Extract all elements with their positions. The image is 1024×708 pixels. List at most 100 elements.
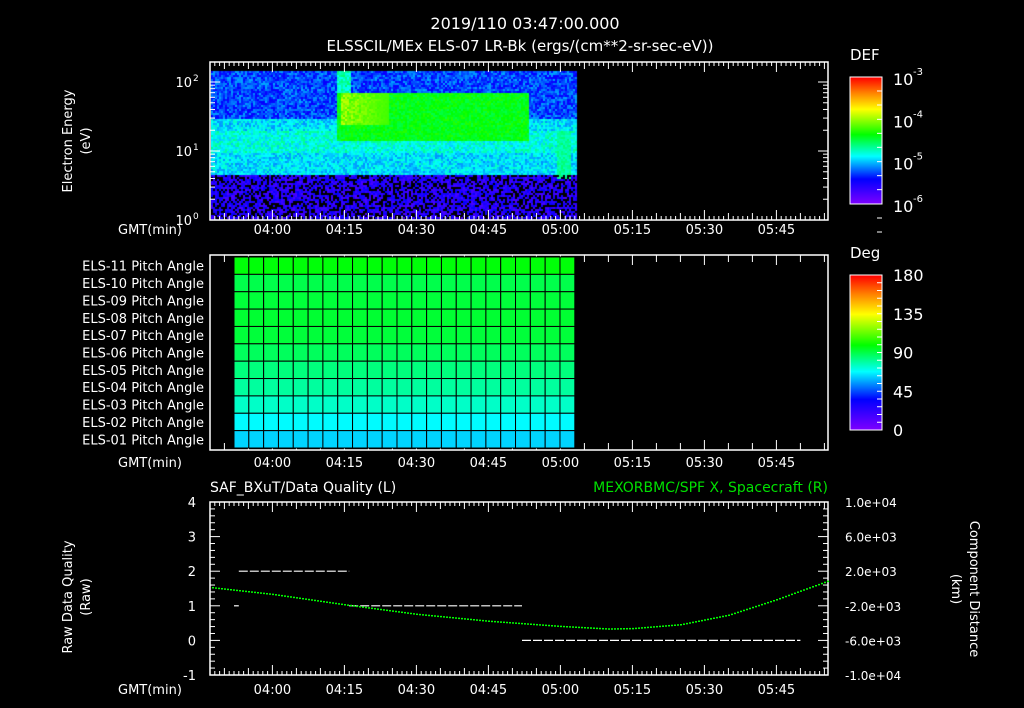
pitch-cell bbox=[248, 256, 265, 275]
spf-x-point bbox=[812, 586, 814, 588]
deg-colorbar-strip bbox=[850, 381, 882, 383]
spf-x-point bbox=[743, 609, 745, 612]
spf-x-point bbox=[473, 619, 475, 621]
pitch-cell bbox=[337, 430, 354, 449]
spf-x-point bbox=[425, 614, 427, 616]
deg-colorbar-strip bbox=[850, 377, 882, 379]
spf-x-point bbox=[218, 587, 220, 590]
spf-x-point bbox=[428, 614, 430, 617]
def-colorbar-strip bbox=[850, 169, 882, 171]
def-colorbar-strip bbox=[850, 131, 882, 133]
def-colorbar-strip bbox=[850, 149, 882, 151]
spf-x-point bbox=[785, 595, 787, 598]
spf-x-point bbox=[815, 584, 817, 587]
def-colorbar-strip bbox=[850, 132, 882, 134]
deg-colorbar-strip bbox=[850, 367, 882, 369]
pitch-cell bbox=[292, 430, 309, 449]
pitch-row-label: ELS-07 Pitch Angle bbox=[82, 329, 204, 344]
spf-x-point bbox=[488, 620, 490, 622]
pitch-cell bbox=[500, 256, 517, 275]
spf-x-point bbox=[317, 600, 319, 602]
def-colorbar-strip bbox=[850, 142, 882, 144]
energy-tick-label: 10 bbox=[175, 76, 192, 91]
spf-x-point bbox=[224, 588, 226, 590]
def-colorbar-strip bbox=[850, 188, 882, 190]
spf-x-point bbox=[644, 626, 646, 629]
def-colorbar-exponent: -4 bbox=[913, 109, 923, 120]
pitch-cell bbox=[470, 343, 487, 362]
pitch-cell bbox=[277, 291, 294, 310]
spf-x-point bbox=[794, 592, 796, 595]
spf-x-point bbox=[551, 625, 553, 627]
spf-x-point bbox=[524, 623, 526, 625]
spf-x-point bbox=[482, 619, 484, 622]
def-colorbar-strip bbox=[850, 171, 882, 173]
spectrogram-title: ELSSCIL/MEx ELS-07 LR-Bk (ergs/(cm**2-sr… bbox=[326, 37, 713, 55]
def-colorbar-strip bbox=[850, 160, 882, 162]
spf-x-point bbox=[683, 623, 685, 625]
def-colorbar-strip bbox=[850, 121, 882, 123]
def-colorbar-strip bbox=[850, 84, 882, 86]
time-tick-label: 05:45 bbox=[758, 456, 795, 471]
deg-colorbar-strip bbox=[850, 373, 882, 375]
spf-x-point bbox=[686, 622, 688, 625]
pitch-cell bbox=[411, 325, 428, 345]
spf-x-point bbox=[557, 625, 559, 627]
pitch-cell bbox=[426, 308, 442, 327]
pitch-cell bbox=[485, 343, 502, 362]
spf-x-point bbox=[653, 626, 655, 628]
energy-tick-exponent: 1 bbox=[193, 143, 199, 153]
def-colorbar-strip bbox=[850, 166, 882, 168]
pitch-cell bbox=[455, 360, 472, 380]
spf-x-point bbox=[257, 591, 259, 594]
spf-x-point bbox=[440, 615, 442, 618]
def-colorbar-strip bbox=[850, 113, 882, 115]
pitch-cell bbox=[307, 291, 324, 310]
deg-colorbar-strip bbox=[850, 300, 882, 302]
distance-tick-label: -2.0e+03 bbox=[845, 600, 901, 614]
pitch-cell bbox=[381, 273, 398, 293]
def-colorbar-strip bbox=[850, 135, 882, 137]
time-tick-label: 04:30 bbox=[398, 683, 435, 698]
deg-colorbar-strip bbox=[850, 331, 882, 333]
pitch-cell bbox=[263, 430, 279, 449]
def-colorbar-strip bbox=[850, 140, 882, 142]
pitch-cell bbox=[529, 412, 546, 432]
spf-x-point bbox=[326, 601, 328, 603]
def-colorbar-strip bbox=[850, 198, 882, 200]
energy-tick-label: 10 bbox=[175, 214, 192, 229]
deg-colorbar-strip bbox=[850, 305, 882, 307]
deg-colorbar-strip bbox=[850, 427, 882, 429]
spf-x-point bbox=[656, 625, 658, 628]
pitch-cell bbox=[263, 378, 279, 397]
def-colorbar-strip bbox=[850, 79, 882, 81]
pitch-cell bbox=[440, 412, 457, 432]
deg-colorbar-strip bbox=[850, 407, 882, 409]
pitch-cell bbox=[455, 256, 472, 275]
pitch-cell bbox=[559, 308, 576, 327]
quality-tick-label: -1 bbox=[183, 669, 196, 684]
def-colorbar-strip bbox=[850, 78, 882, 80]
pitch-cell bbox=[366, 395, 383, 414]
spf-x-point bbox=[506, 621, 508, 624]
pitch-cell bbox=[500, 273, 517, 293]
spf-x-point bbox=[275, 594, 277, 596]
spf-x-point bbox=[620, 628, 622, 630]
spf-x-point bbox=[704, 619, 706, 621]
def-colorbar-strip bbox=[850, 161, 882, 163]
pitch-cell bbox=[366, 412, 383, 432]
pitch-cell bbox=[396, 430, 413, 449]
spf-x-point bbox=[746, 608, 748, 611]
pitch-cell bbox=[248, 308, 265, 327]
spf-x-point bbox=[392, 610, 394, 612]
pitch-cell bbox=[366, 378, 383, 397]
pitch-row-label: ELS-02 Pitch Angle bbox=[82, 416, 204, 431]
def-colorbar-frame bbox=[849, 76, 883, 205]
spf-x-point bbox=[584, 626, 586, 629]
deg-colorbar-strip bbox=[850, 303, 882, 305]
spf-x-point bbox=[614, 628, 616, 630]
deg-colorbar-strip bbox=[850, 422, 882, 424]
time-tick-label: 04:00 bbox=[254, 223, 291, 238]
def-colorbar-exponent: -3 bbox=[913, 67, 923, 78]
def-colorbar-strip bbox=[850, 126, 882, 128]
